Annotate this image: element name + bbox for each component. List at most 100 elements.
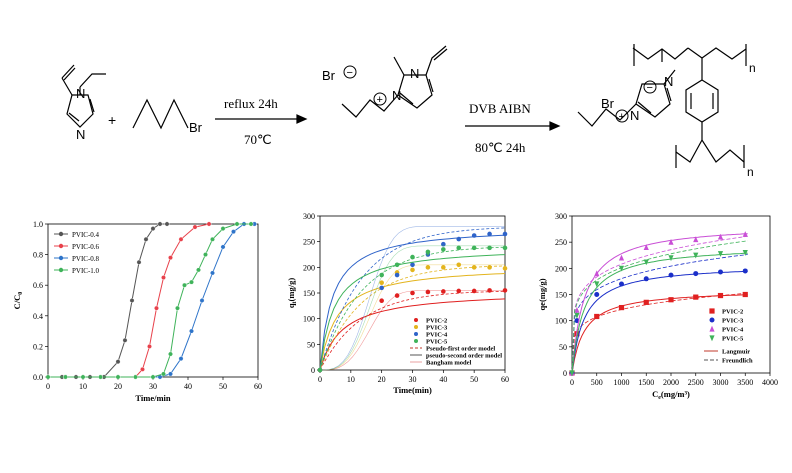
series-line-PVIC-0.4 [48, 223, 167, 378]
polymer-cation-icon [615, 109, 629, 123]
ionic-monomer-structure [341, 45, 448, 118]
data-point-PVIC-1.0 [115, 374, 121, 380]
data-point-PVIC-2 [668, 297, 674, 303]
legend-marker [414, 318, 418, 322]
data-point-PVIC-0.4 [150, 226, 156, 231]
x-tick-label: 2000 [663, 378, 679, 387]
data-point-PVIC-2 [643, 299, 649, 305]
data-point-PVIC-1.0 [45, 374, 51, 380]
x-tick-label: 0 [46, 382, 50, 391]
y-axis-title-main: q [286, 303, 296, 308]
x-axis-title: Time/min [135, 393, 171, 403]
x-tick-label: 4000 [762, 378, 778, 387]
step1-condition-top: reflux 24h [224, 96, 278, 111]
legend-label: PVIC-0.8 [72, 255, 100, 263]
x-tick-label: 0 [318, 375, 322, 384]
legend-label: PVIC-4 [426, 332, 448, 339]
x-axis-title: Time(min) [393, 385, 432, 395]
polymer-structure [577, 44, 747, 168]
legend-marker [709, 325, 715, 332]
data-point-PVIC-0.8 [178, 356, 184, 362]
legend-marker [58, 255, 64, 261]
isotherm-chart: 0 500 1000 1500 2000 2500 3000 3500 4000 0 50 100 15… [537, 212, 778, 401]
y-tick-label: 0.8 [33, 251, 43, 260]
x-axis-title-sub: e [658, 395, 661, 401]
kinetics-chart: 0 10 20 30 40 50 60050100150200250300PVIC-2PVI… [286, 212, 509, 395]
atom-N-vinylimidazole-2: N [76, 127, 85, 142]
data-point-PVIC-5 [693, 252, 699, 259]
monomer-N3: N [392, 88, 401, 103]
data-point-PVIC-0.4 [136, 259, 142, 265]
polymer-cation-sign: + [619, 111, 625, 123]
freundlich-curve-PVIC-2 [571, 292, 748, 374]
step2-condition-top: DVB AIBN [469, 101, 531, 116]
data-point-PVIC-0.8 [168, 371, 173, 377]
data-point-PVIC-5 [569, 370, 575, 377]
data-point-PVIC-1.0 [98, 374, 103, 380]
data-point-PVIC-0.4 [122, 337, 128, 343]
data-point-PVIC-4 [379, 285, 384, 291]
data-point-PVIC-0.4 [164, 221, 170, 227]
legend-label: Langmuir [722, 349, 750, 356]
data-point-PVIC-4 [502, 231, 508, 237]
x-tick-label: 40 [184, 382, 192, 391]
legend-marker [58, 231, 64, 237]
y-axis-title-sub: 0 [18, 292, 24, 295]
data-point-PVIC-5 [317, 367, 323, 373]
monomer-anion-sign: − [347, 67, 353, 79]
series-line-PVIC-1.0 [48, 223, 251, 378]
data-point-PVIC-2 [410, 290, 415, 296]
data-point-PVIC-0.4 [129, 298, 135, 303]
y-tick-label: 250 [555, 238, 567, 247]
data-point-PVIC-2 [693, 294, 699, 300]
atom-N-vinylimidazole-1: N [76, 86, 85, 101]
y-tick-label: 150 [303, 289, 315, 298]
reaction-scheme [61, 44, 747, 168]
reaction-arrow-2 [465, 121, 561, 131]
data-point-PVIC-1.0 [80, 374, 86, 380]
y-axis-title: qe(mg/g) [537, 278, 547, 310]
data-point-PVIC-1.0 [161, 371, 166, 377]
data-point-PVIC-1.0 [234, 221, 240, 227]
data-point-PVIC-0.6 [161, 275, 166, 280]
x-tick-label: 500 [591, 378, 603, 387]
polymer-anion-icon [643, 80, 657, 94]
data-point-PVIC-5 [502, 245, 508, 251]
data-point-PVIC-2 [717, 292, 724, 299]
data-point-PVIC-3 [425, 265, 431, 270]
y-tick-label: 250 [303, 238, 315, 247]
data-point-PVIC-3 [594, 292, 600, 297]
data-point-PVIC-4 [394, 272, 400, 278]
y-axis-title-rest: (mg/g) [286, 278, 296, 302]
polymer-N1-label: N [664, 74, 673, 89]
data-point-PVIC-5 [471, 245, 477, 251]
data-point-PVIC-2 [379, 298, 384, 304]
step1-condition-bottom: 70℃ [244, 132, 272, 147]
y-axis-title-main: C/C [12, 295, 22, 310]
data-point-PVIC-3 [410, 267, 415, 273]
data-point-PVIC-2 [425, 289, 431, 295]
bangham-curve-PVIC-4 [319, 226, 505, 371]
data-point-PVIC-1.0 [182, 282, 187, 288]
y-tick-label: 0.0 [33, 373, 43, 382]
x-tick-label: 1500 [638, 378, 654, 387]
data-point-PVIC-3 [471, 265, 477, 270]
data-point-PVIC-0.8 [220, 244, 226, 250]
data-point-PVIC-0.6 [192, 224, 198, 230]
data-point-PVIC-5 [717, 251, 724, 257]
polymer-N3: N [630, 108, 639, 123]
data-point-PVIC-0.6 [168, 255, 173, 261]
data-point-PVIC-2 [456, 288, 462, 294]
y-tick-label: 150 [555, 291, 567, 300]
legend-marker [414, 325, 418, 329]
polymer-n-top: n [749, 61, 756, 75]
x-tick-label: 10 [347, 375, 355, 384]
x-tick-label: 3000 [713, 378, 729, 387]
legend-marker [58, 243, 64, 249]
data-point-PVIC-1.0 [175, 305, 180, 311]
monomer-N1: N [410, 66, 419, 81]
y-axis-title: qt(mg/g) [286, 278, 298, 309]
data-point-PVIC-4 [717, 233, 724, 240]
data-point-PVIC-0.6 [140, 366, 145, 372]
